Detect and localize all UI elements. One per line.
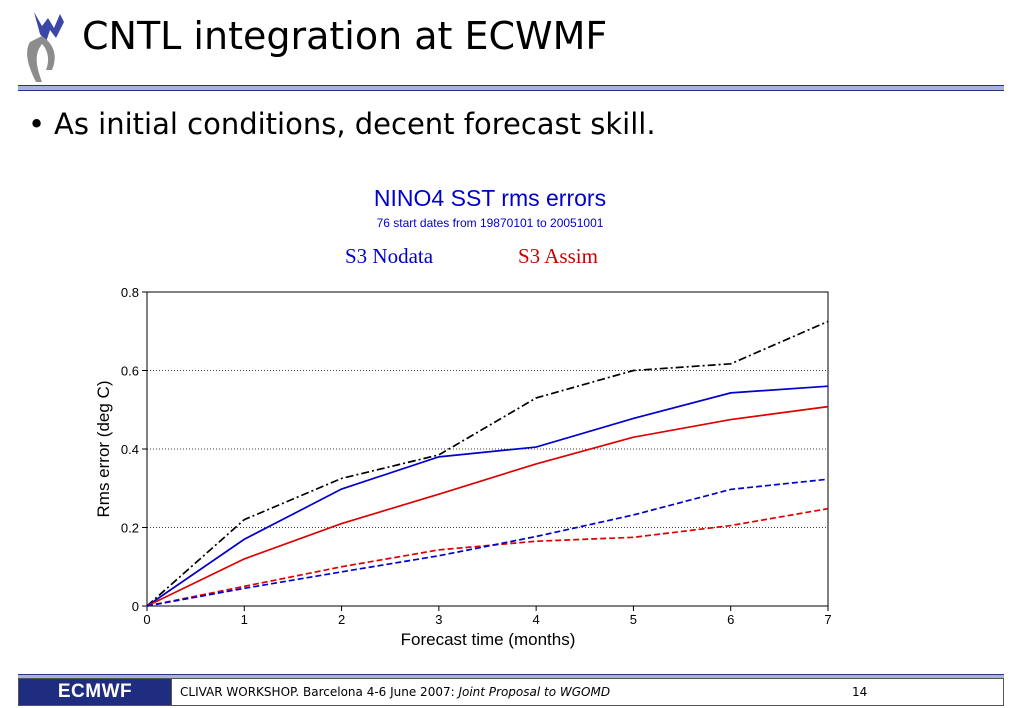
y-tick-label: 0.6	[121, 364, 139, 379]
y-tick-label: 0.8	[121, 285, 139, 300]
group-label-assim: S3 Assim	[518, 244, 598, 268]
x-axis-label: Forecast time (months)	[401, 630, 576, 649]
bullet-text: As initial conditions, decent forecast s…	[54, 107, 656, 141]
ecmwf-logo: ECMWF	[19, 679, 172, 705]
x-tick-label: 7	[824, 612, 831, 627]
series-line-1	[146, 320, 829, 607]
x-tick-label: 2	[338, 612, 345, 627]
y-tick-label: 0	[132, 599, 139, 614]
chart-title: NINO4 SST rms errors	[373, 185, 607, 211]
x-tick-label: 6	[727, 612, 734, 627]
series-line-5	[146, 478, 829, 607]
slide-title: CNTL integration at ECWMF	[82, 14, 608, 58]
series-line-3	[146, 405, 829, 607]
footer-proposal: Joint Proposal to WGOMD	[458, 685, 611, 699]
chart-subtitle: 76 start dates from 19870101 to 20051001	[376, 216, 604, 230]
ecmwf-logo-text: ECMWF	[57, 681, 133, 702]
x-tick-label: 1	[241, 612, 248, 627]
ecmwf-figure-logo-icon	[27, 12, 64, 82]
y-axis-label: Rms error (deg C)	[94, 381, 113, 518]
bullet-item: • As initial conditions, decent forecast …	[28, 107, 656, 141]
footer-bar: ECMWF CLIVAR WORKSHOP. Barcelona 4-6 Jun…	[18, 678, 1004, 706]
x-tick-label: 0	[143, 612, 150, 627]
bullet-marker: •	[28, 107, 46, 141]
footer-text: CLIVAR WORKSHOP. Barcelona 4-6 June 2007…	[172, 685, 780, 699]
x-tick-label: 3	[435, 612, 442, 627]
page-number: 14	[852, 685, 868, 699]
x-tick-label: 5	[630, 612, 637, 627]
group-label-nodata: S3 Nodata	[345, 244, 434, 268]
x-tick-label: 4	[533, 612, 540, 627]
y-tick-label: 0.2	[121, 521, 139, 536]
footer-workshop: CLIVAR WORKSHOP. Barcelona 4-6 June 2007…	[180, 685, 459, 699]
title-divider	[18, 85, 1004, 91]
y-tick-label: 0.4	[121, 442, 139, 457]
series-line-2	[146, 385, 829, 607]
